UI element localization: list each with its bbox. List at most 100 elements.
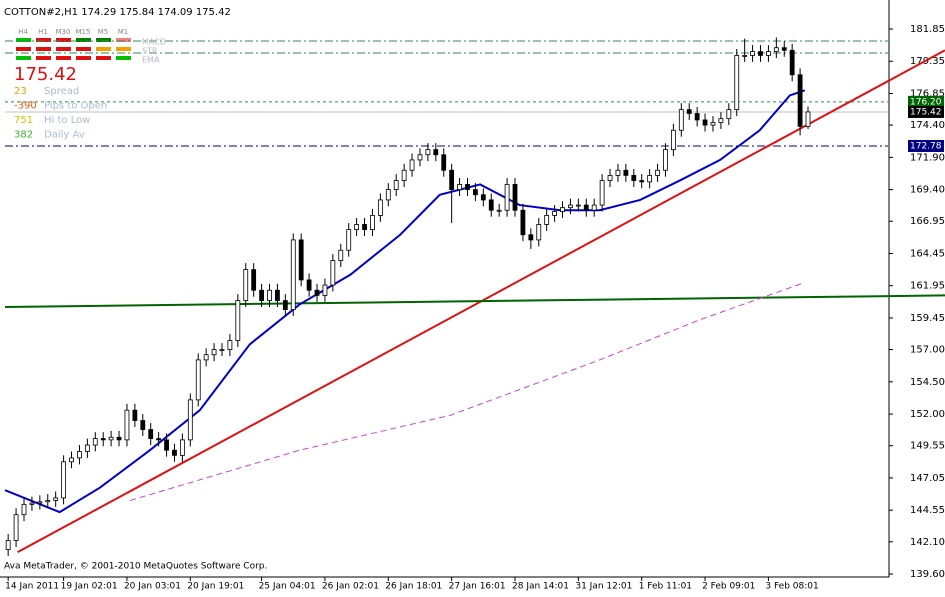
stat-value: 382 [14, 130, 33, 141]
level-box [908, 95, 944, 108]
candle-body [354, 224, 360, 230]
stat-value: 751 [14, 115, 33, 126]
candle-body [53, 497, 59, 501]
candle-body [92, 438, 98, 446]
moving-average [129, 282, 806, 501]
stat-label: Spread [44, 86, 79, 97]
candle-body [314, 289, 320, 296]
candle-body [552, 211, 557, 216]
y-tick-label: 166.95 [910, 216, 945, 227]
x-tick-label: 25 Jan 04:01 [259, 582, 316, 592]
candle-body [726, 109, 732, 120]
timeframe-label: M15 [76, 28, 91, 36]
open: 174.29 [81, 7, 116, 18]
candle-body [393, 180, 399, 191]
candle-body [568, 204, 573, 209]
candle-body [678, 109, 684, 131]
candle-body [686, 109, 692, 114]
candle-body [290, 239, 296, 310]
candle-body [615, 169, 621, 176]
candle-body [496, 209, 502, 212]
x-tick-label: 27 Jan 16:01 [449, 582, 506, 592]
candle-body [5, 540, 11, 550]
candle-body [789, 49, 795, 76]
timeframe-label: H1 [38, 28, 48, 36]
y-tick-label: 161.95 [910, 281, 945, 292]
stat-value: 23 [14, 86, 27, 97]
stat-value: -390 [14, 101, 37, 112]
candle-body [694, 113, 700, 121]
close: 175.42 [196, 7, 231, 18]
footer: Ava MetaTrader, © 2001-2010 MetaQuotes S… [4, 562, 267, 572]
y-tick-label: 157.00 [910, 345, 945, 356]
y-tick-label: 176.85 [910, 88, 945, 99]
candle-body [21, 503, 27, 516]
stat-label: Pips to Open [44, 101, 107, 112]
x-tick-label: 28 Jan 14:01 [512, 582, 569, 592]
candle-body [465, 184, 470, 191]
x-tick-label: 14 Jan 2011 [5, 582, 59, 592]
candle-body [425, 149, 431, 156]
candle-body [512, 184, 518, 211]
symbol: COTTON#2,H1 [4, 7, 78, 18]
candle-body [544, 215, 550, 225]
candle-body [797, 74, 803, 127]
candle-body [108, 436, 114, 441]
y-tick-label: 159.45 [910, 313, 945, 324]
candle-body [140, 420, 146, 430]
candle-body [164, 439, 169, 451]
candle-body [124, 409, 130, 441]
candle-body [663, 149, 668, 171]
y-tick-label: 147.05 [910, 473, 945, 484]
timeframe-label: M5 [98, 28, 109, 36]
candle-body [433, 149, 439, 156]
candle-body [385, 189, 391, 201]
y-tick-label: 149.55 [910, 441, 945, 452]
candle-body [488, 199, 494, 211]
candle-body [520, 209, 526, 236]
candle-body [362, 224, 367, 230]
level-label: 172.78 [910, 142, 942, 152]
x-tick-label: 3 Feb 08:01 [765, 582, 818, 592]
x-tick-label: 26 Jan 02:01 [322, 582, 379, 592]
candle-body [267, 289, 272, 301]
price-box [908, 105, 944, 118]
candle-body [409, 159, 415, 171]
candle-body [441, 154, 447, 171]
candle-body [61, 461, 67, 499]
x-tick-label: 19 Jan 02:01 [61, 582, 118, 592]
candle-body [702, 119, 708, 126]
y-tick-label: 181.85 [910, 24, 945, 35]
candle-body [718, 118, 724, 123]
candle-body [449, 169, 455, 191]
candle-body [758, 51, 763, 56]
candle-body [346, 229, 352, 251]
timeframe-label: M30 [56, 28, 71, 36]
stat-label: Daily Av [44, 130, 85, 141]
x-tick-label: 2 Feb 09:01 [702, 582, 755, 592]
signal-panel [16, 38, 131, 60]
candle-body [401, 169, 407, 181]
candle-body [528, 234, 534, 241]
y-tick-label: 169.40 [910, 185, 945, 196]
x-tick-label: 1 Feb 11:01 [639, 582, 692, 592]
y-tick-label: 164.45 [910, 248, 945, 259]
candle-body [370, 215, 375, 230]
candle-body [203, 354, 209, 361]
candle-body [172, 449, 177, 456]
low: 174.09 [158, 7, 193, 18]
candle-body [45, 500, 51, 503]
candle-body [710, 122, 716, 126]
candle-body [156, 438, 162, 441]
high: 175.84 [119, 7, 154, 18]
candle-body [781, 47, 787, 51]
level-label: 176.20 [910, 97, 942, 107]
candle-body [235, 300, 241, 341]
candle-body [116, 436, 122, 441]
candle-body [536, 224, 542, 241]
level-box [908, 140, 944, 153]
x-tick-label: 31 Jan 12:01 [575, 582, 632, 592]
x-tick-label: 26 Jan 18:01 [385, 582, 442, 592]
candle-body [195, 359, 201, 401]
candle-body [734, 55, 740, 111]
